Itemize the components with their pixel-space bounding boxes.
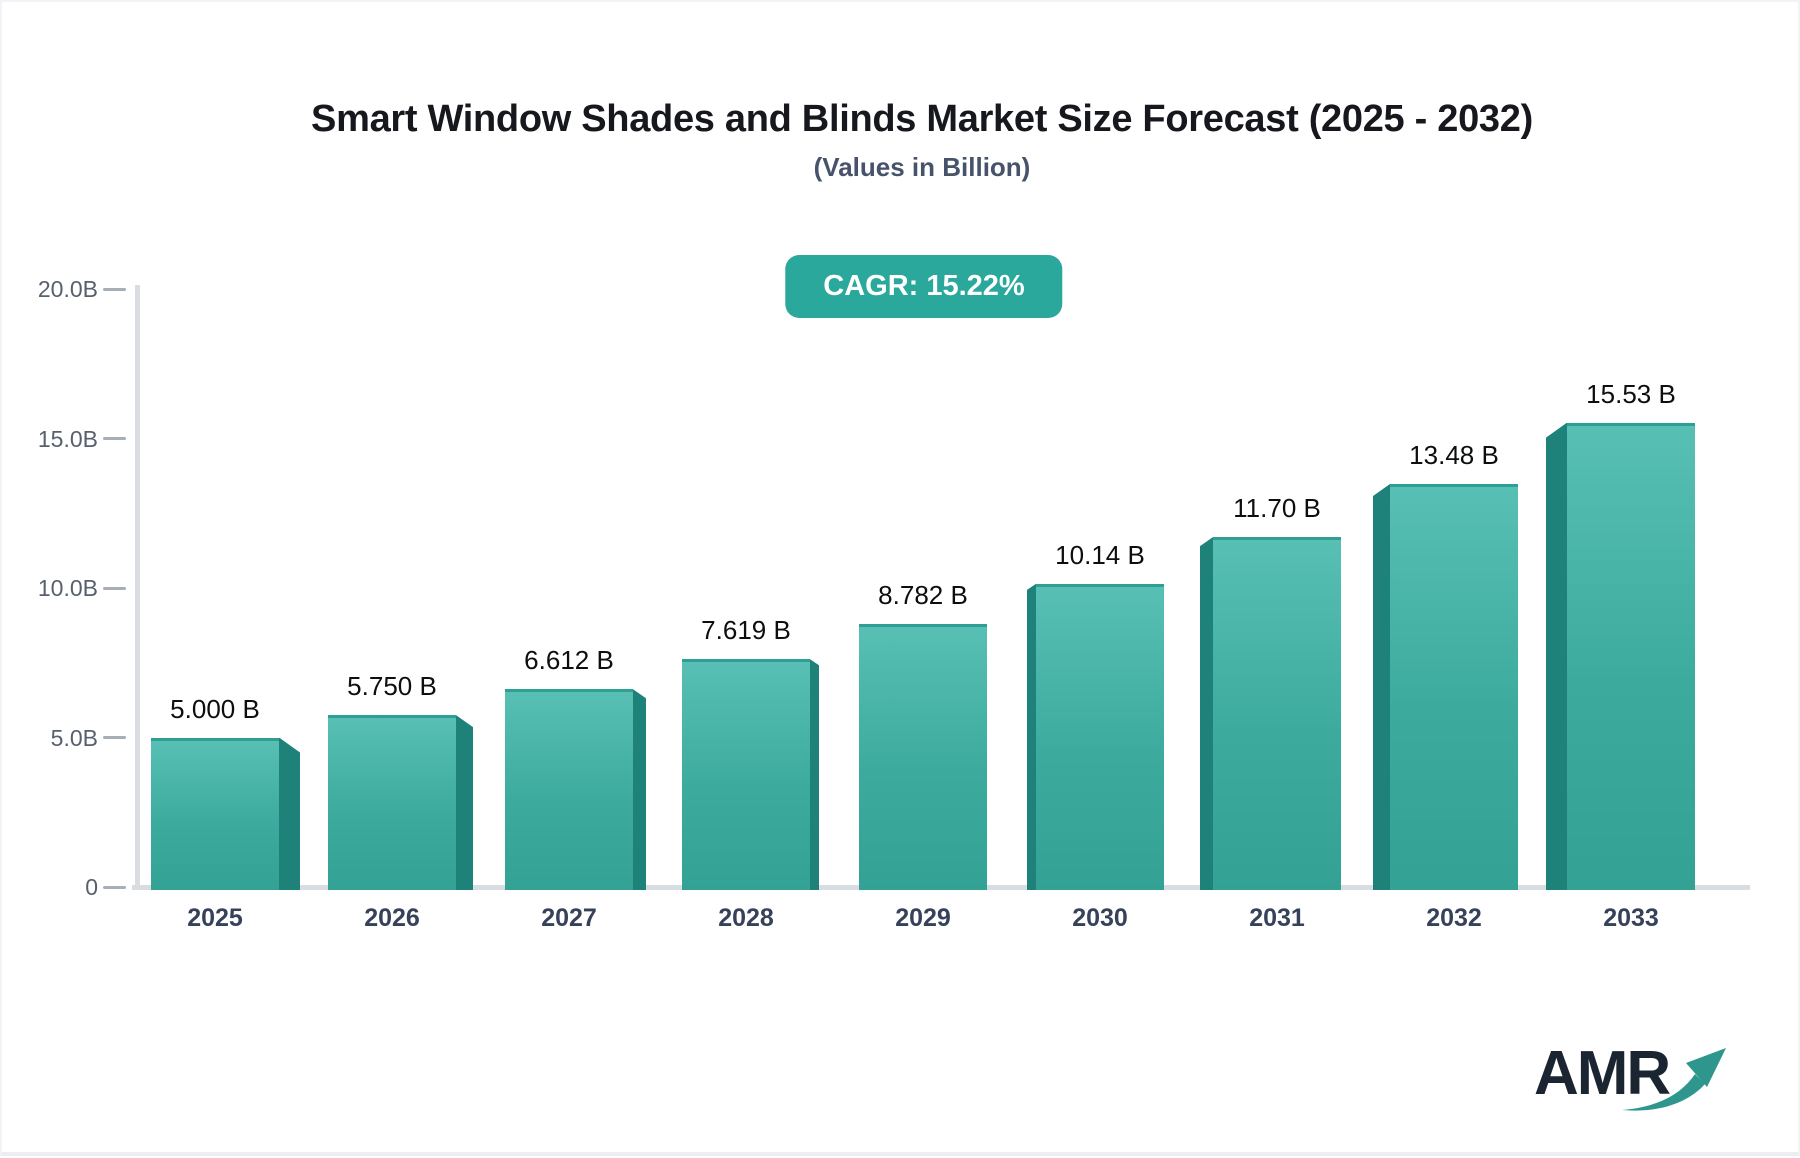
growth-arrow-icon — [1622, 1048, 1726, 1111]
chart-title: Smart Window Shades and Blinds Market Si… — [311, 98, 1533, 140]
x-axis-category-label: 2030 — [1072, 904, 1128, 932]
y-tick-mark — [103, 287, 126, 291]
bar — [859, 624, 987, 890]
cagr-badge: CAGR: 15.22% — [785, 255, 1063, 318]
x-axis-category-label: 2032 — [1426, 904, 1482, 932]
bar-value-label: 11.70 B — [1233, 493, 1321, 524]
amr-logo-text: AMR — [1534, 1039, 1671, 1108]
bar-value-label: 13.48 B — [1409, 439, 1499, 470]
bar — [682, 659, 810, 890]
y-tick-mark — [103, 437, 126, 440]
bar-value-label: 5.750 B — [347, 671, 437, 702]
bar-3d-side — [1200, 537, 1213, 890]
x-axis-category-label: 2025 — [187, 904, 243, 932]
bar — [151, 737, 279, 890]
y-tick-label: 15.0B — [37, 425, 98, 452]
chart-subtitle: (Values in Billion) — [813, 152, 1031, 182]
y-tick-label: 0 — [85, 874, 98, 900]
y-tick-label: 20.0B — [37, 276, 98, 302]
bar-3d-side — [1373, 483, 1390, 890]
amr-logo: AMR — [1534, 1034, 1734, 1114]
x-axis-category-label: 2033 — [1603, 904, 1659, 932]
bar — [1036, 583, 1164, 890]
y-tick-label: 10.0B — [37, 575, 98, 601]
bar-value-label: 10.14 B — [1055, 539, 1145, 570]
y-tick-label: 5.0B — [50, 724, 98, 751]
bar-value-label: 15.53 B — [1586, 378, 1676, 409]
bar-value-label: 6.612 B — [524, 645, 614, 676]
x-axis-category-label: 2031 — [1249, 904, 1305, 932]
bar — [1213, 537, 1341, 890]
bar-3d-side — [279, 737, 300, 890]
y-tick-mark — [103, 885, 126, 889]
x-axis-category-label: 2028 — [718, 904, 774, 932]
bar — [1567, 422, 1695, 890]
x-axis-category-label: 2026 — [364, 904, 420, 932]
x-axis-category-label: 2027 — [541, 904, 597, 932]
bar — [328, 715, 456, 890]
y-tick-mark — [103, 586, 126, 590]
bar-value-label: 8.782 B — [878, 580, 968, 611]
x-axis-category-label: 2029 — [895, 904, 951, 932]
bar-3d-side — [456, 715, 473, 890]
bar — [505, 689, 633, 890]
bar-value-label: 7.619 B — [701, 615, 791, 646]
bar-3d-side — [810, 659, 819, 890]
bar-value-label: 5.000 B — [170, 693, 260, 724]
y-axis-line — [135, 285, 140, 887]
bar-3d-side — [1027, 583, 1036, 890]
bar-3d-side — [633, 689, 646, 890]
y-tick-mark — [103, 736, 126, 739]
bar — [1390, 483, 1518, 890]
bar-3d-side — [1546, 422, 1567, 890]
